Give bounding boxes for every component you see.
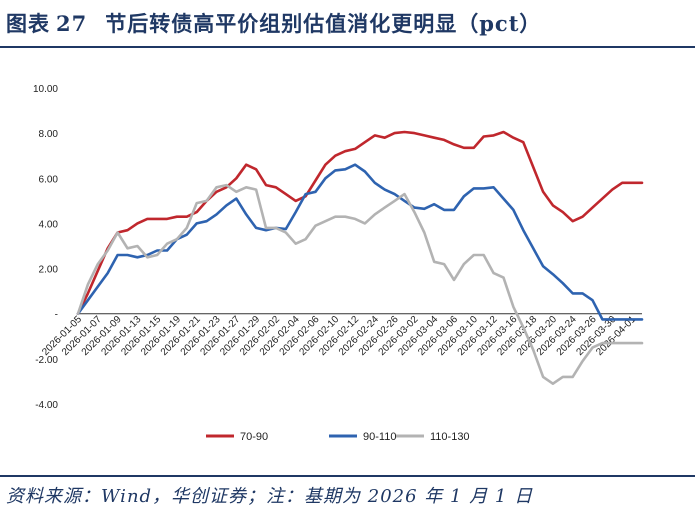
figure-title-text: 节后转债高平价组别估值消化更明显（pct） <box>105 11 542 36</box>
legend-label-110-130: 110-130 <box>430 431 470 443</box>
series-line-70-90 <box>76 130 644 316</box>
title-rule <box>0 46 695 48</box>
line-chart: 10.008.006.004.002.00--2.00-4.002026-01-… <box>33 84 644 443</box>
y-tick-label: 10.00 <box>33 84 58 95</box>
y-tick-label: 8.00 <box>39 129 59 140</box>
y-tick-label: - <box>55 310 58 321</box>
figure-title: 图表 27 节后转债高平价组别估值消化更明显（pct） <box>0 0 695 46</box>
legend-label-90-110: 90-110 <box>363 431 396 443</box>
y-tick-label: -4.00 <box>35 400 58 411</box>
y-tick-label: 4.00 <box>39 219 59 230</box>
y-tick-label: -2.00 <box>35 355 58 366</box>
figure-label: 图表 <box>6 11 50 36</box>
legend-label-70-90: 70-90 <box>240 431 268 443</box>
y-tick-label: 2.00 <box>39 265 59 276</box>
series-line-90-110 <box>76 163 644 321</box>
figure-number: 27 <box>56 10 88 36</box>
series-line-110-130 <box>76 183 644 386</box>
source-note: 资料来源：Wind，华创证券；注：基期为 2026 年 1 月 1 日 <box>6 486 534 507</box>
footer-rule <box>0 475 695 477</box>
y-tick-label: 6.00 <box>39 174 59 185</box>
